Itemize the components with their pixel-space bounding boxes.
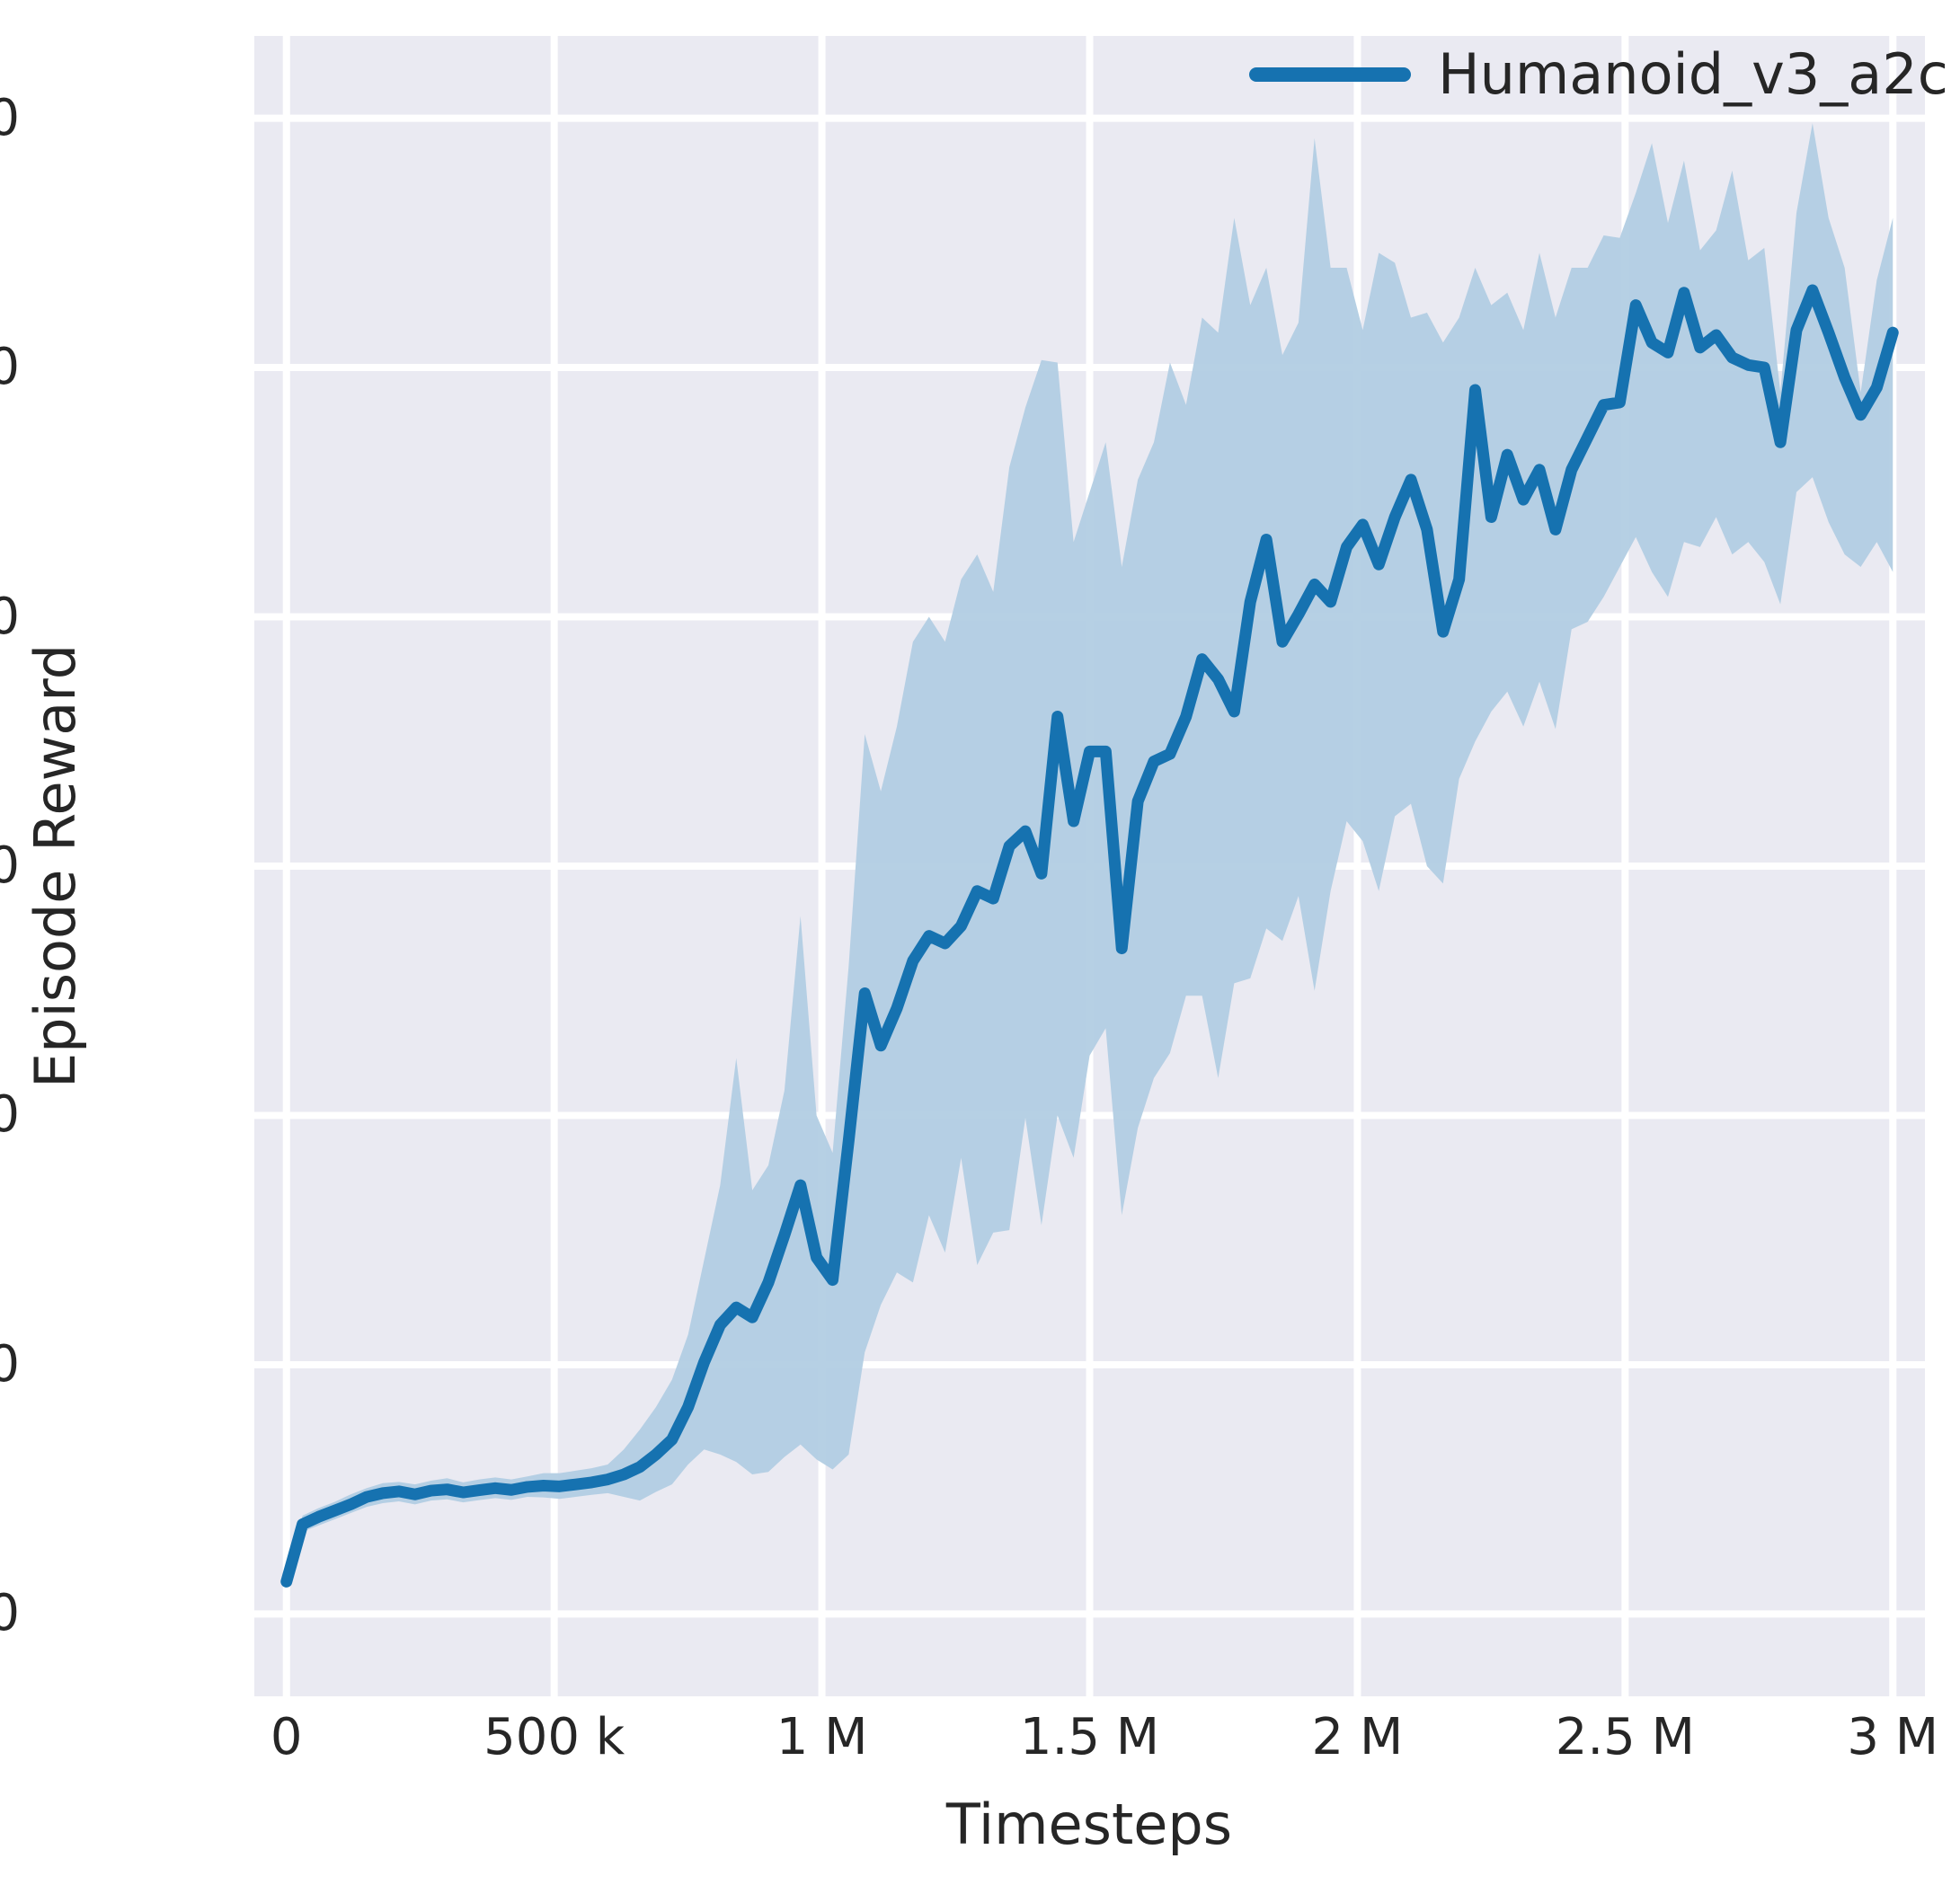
- legend-line-swatch: [1249, 67, 1411, 82]
- y-tick-label: 3000: [0, 836, 20, 895]
- legend[interactable]: Humanoid_v3_a2c (10): [1249, 47, 1960, 102]
- x-axis-label: Timesteps: [945, 1792, 1233, 1857]
- legend-entry-label: Humanoid_v3_a2c (10): [1438, 41, 1960, 107]
- plot-canvas: [254, 36, 1925, 1696]
- x-tick-label: 2.5 M: [1555, 1708, 1695, 1766]
- reward-line: [280, 284, 1899, 1588]
- y-tick-label: 1000: [0, 1334, 20, 1394]
- x-tick-label: 0: [270, 1708, 303, 1766]
- y-tick-label: 0: [0, 1584, 20, 1643]
- x-tick-label: 1.5 M: [1019, 1708, 1160, 1766]
- y-tick-label: 6000: [0, 88, 20, 147]
- y-tick-label: 4000: [0, 587, 20, 646]
- plot-area: [254, 36, 1925, 1696]
- x-tick-label: 3 M: [1847, 1708, 1939, 1766]
- y-tick-label: 5000: [0, 338, 20, 397]
- x-tick-label: 500 k: [483, 1708, 625, 1766]
- y-tick-label: 2000: [0, 1085, 20, 1145]
- x-tick-label: 1 M: [776, 1708, 868, 1766]
- y-axis-label: Episode Reward: [22, 643, 88, 1089]
- x-tick-label: 2 M: [1311, 1708, 1404, 1766]
